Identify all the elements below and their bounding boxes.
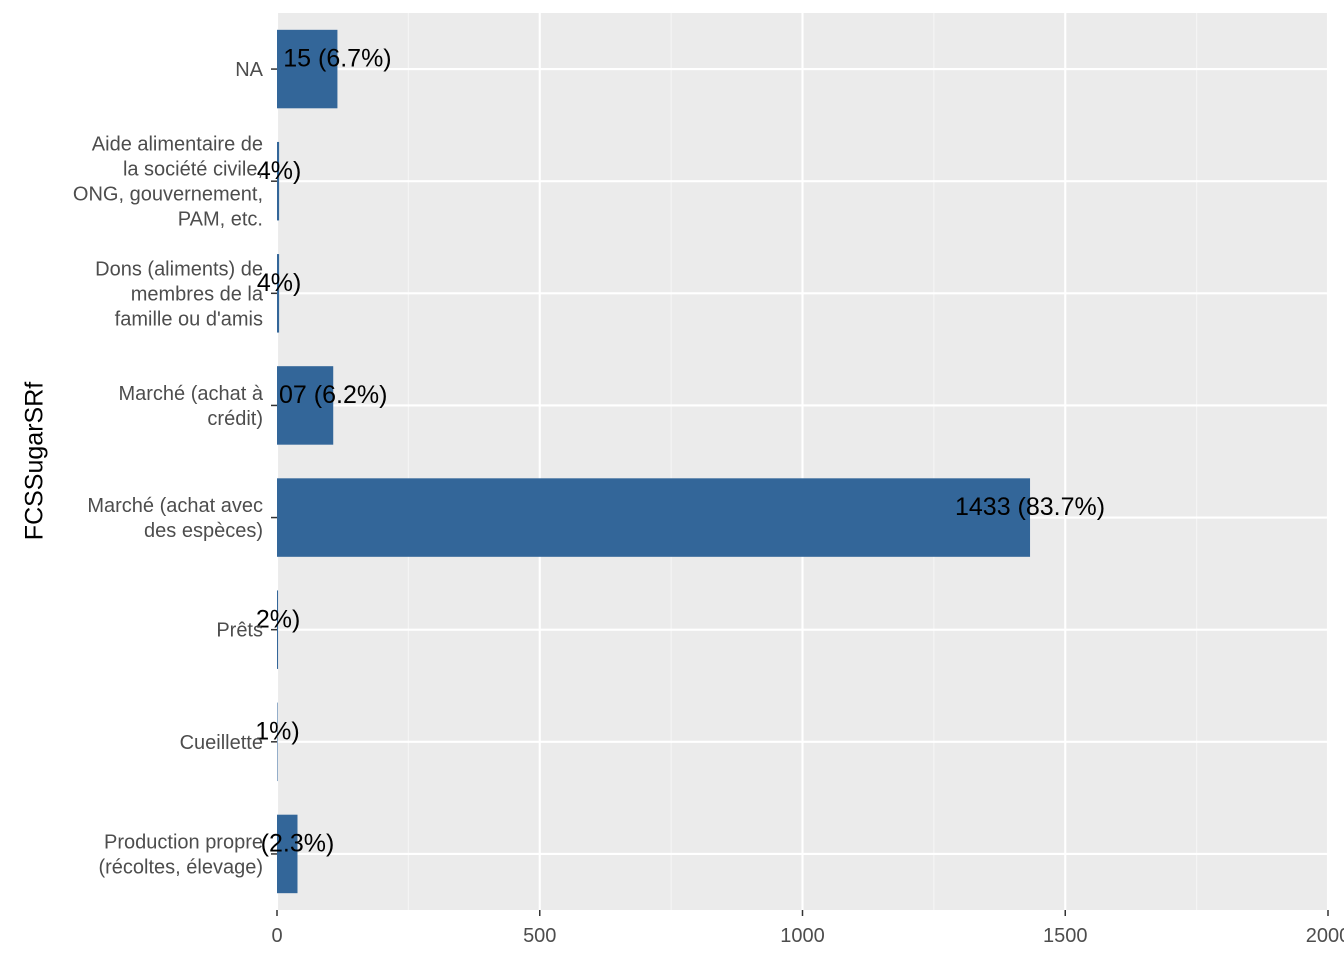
y-axis-title: FCSSugarSRf — [21, 382, 49, 540]
data-label: 1433 (83.7%) — [955, 493, 1105, 521]
bar — [277, 814, 298, 894]
x-tick-label: 500 — [523, 925, 556, 947]
category-label: Marché (achat avec des espèces) — [87, 495, 263, 542]
category-label: NA — [235, 59, 263, 81]
data-label: 07 (6.2%) — [279, 381, 387, 409]
bar — [277, 141, 280, 221]
data-labels: 15 (6.7%) 4%) 4%) 07 (6.2%) 1433 (83.7%) 2%) 1… — [255, 45, 1105, 858]
category-label: Aide alimentaire de la société civile, ONG… — [73, 134, 263, 231]
data-label: 2%) — [256, 605, 300, 633]
bars — [277, 29, 1031, 894]
bar — [277, 366, 334, 445]
bar — [277, 29, 338, 109]
bar — [277, 702, 278, 782]
bar — [277, 590, 279, 669]
category-label: Production propre (récoltes, élevage) — [98, 831, 263, 878]
x-tick-label: 2000 — [1306, 925, 1344, 947]
data-label: 4%) — [257, 157, 301, 185]
y-axis: NA Aide alimentaire de la société civile, O… — [73, 59, 277, 878]
data-label: 4%) — [257, 269, 301, 297]
category-label: Cueillette — [180, 732, 263, 754]
bar — [277, 478, 1031, 557]
category-label: Marché (achat à crédit) — [118, 383, 263, 430]
x-axis: 0 500 1000 1500 2000 — [271, 910, 1344, 947]
data-label: 1%) — [255, 717, 299, 745]
x-tick-label: 1500 — [1043, 925, 1088, 947]
data-label: 15 (6.7%) — [283, 45, 391, 73]
x-tick-label: 1000 — [780, 925, 825, 947]
bar — [277, 254, 280, 333]
category-label: Dons (aliments) de membres de la famille o… — [95, 258, 264, 330]
data-label: (2.3%) — [261, 830, 335, 858]
category-label: Prêts — [216, 620, 263, 642]
x-tick-label: 0 — [271, 925, 282, 947]
